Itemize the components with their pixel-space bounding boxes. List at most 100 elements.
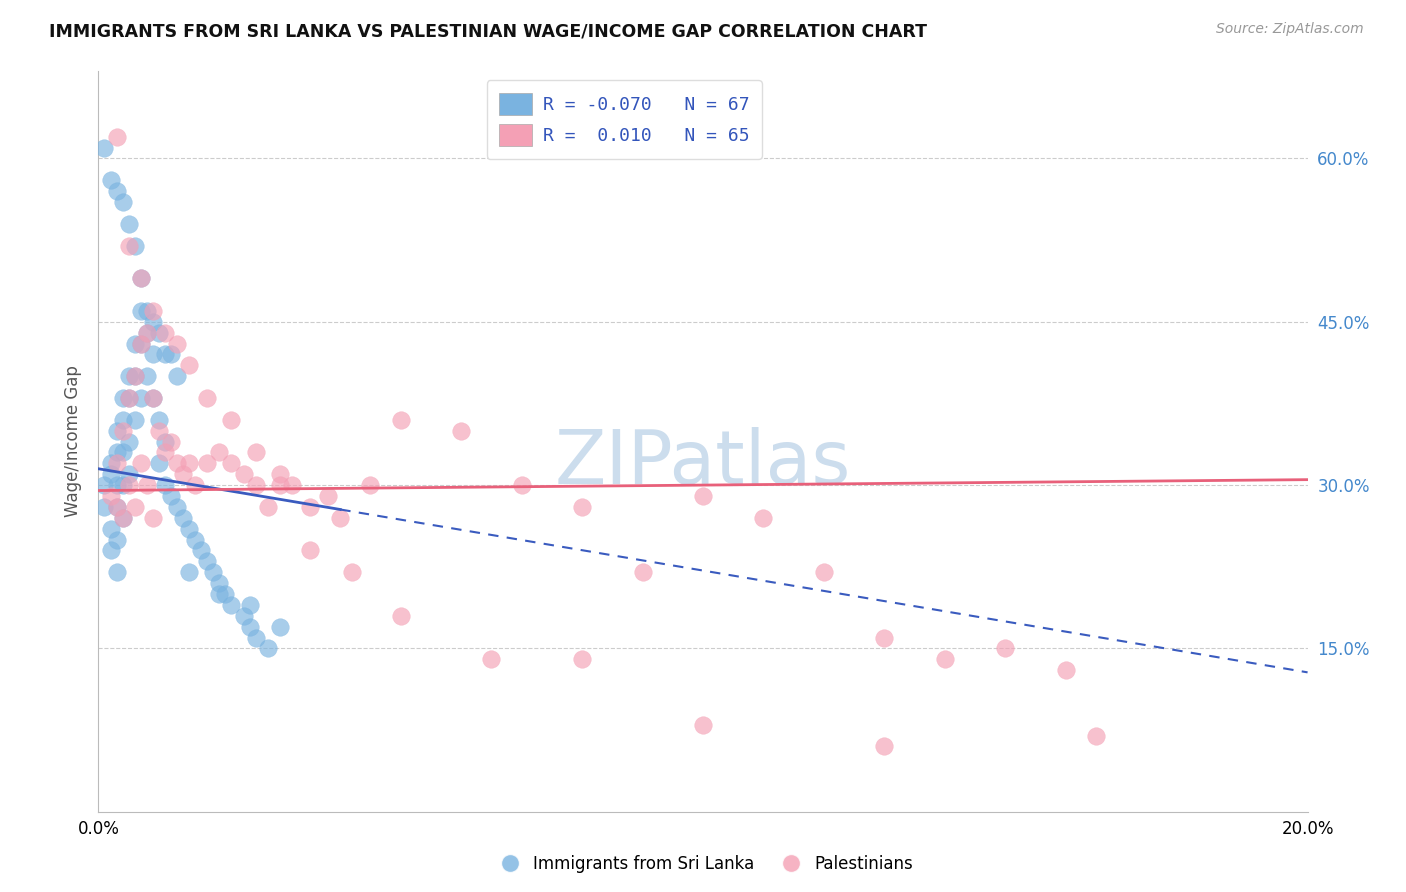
Point [135, 478, 157, 492]
Point [129, 271, 152, 285]
Point [153, 434, 176, 449]
Point [142, 391, 165, 405]
Point [221, 456, 243, 470]
Point [269, 478, 291, 492]
Point [195, 456, 218, 470]
Point [299, 500, 322, 514]
Point [631, 565, 654, 579]
Point [118, 391, 141, 405]
Point [160, 347, 183, 361]
Point [124, 336, 146, 351]
Point [166, 456, 188, 470]
Point [166, 500, 188, 514]
Point [481, 652, 503, 666]
Point [934, 652, 956, 666]
Point [221, 413, 243, 427]
Point [124, 500, 146, 514]
Point [239, 619, 262, 633]
Point [93, 500, 115, 514]
Point [124, 413, 146, 427]
Point [100, 456, 122, 470]
Point [148, 413, 170, 427]
Point [100, 467, 122, 482]
Point [105, 445, 128, 459]
Point [232, 608, 254, 623]
Point [100, 489, 122, 503]
Point [1085, 729, 1108, 743]
Point [202, 565, 225, 579]
Point [571, 500, 593, 514]
Point [93, 478, 115, 492]
Point [184, 533, 207, 547]
Point [135, 326, 157, 340]
Point [135, 369, 157, 384]
Point [813, 565, 835, 579]
Point [172, 467, 194, 482]
Point [118, 369, 141, 384]
Point [124, 238, 146, 252]
Point [184, 478, 207, 492]
Point [221, 598, 243, 612]
Point [269, 619, 291, 633]
Point [179, 456, 201, 470]
Point [148, 456, 170, 470]
Point [118, 467, 141, 482]
Point [105, 129, 128, 144]
Point [105, 533, 128, 547]
Point [190, 543, 212, 558]
Point [208, 445, 231, 459]
Point [281, 478, 304, 492]
Point [389, 413, 412, 427]
Point [239, 598, 262, 612]
Point [148, 326, 170, 340]
Point [129, 304, 152, 318]
Point [111, 478, 134, 492]
Point [166, 336, 188, 351]
Point [160, 489, 183, 503]
Point [111, 510, 134, 524]
Point [105, 500, 128, 514]
Point [256, 500, 278, 514]
Point [571, 652, 593, 666]
Point [269, 467, 291, 482]
Point [111, 413, 134, 427]
Point [208, 587, 231, 601]
Point [450, 424, 472, 438]
Point [135, 304, 157, 318]
Point [111, 194, 134, 209]
Point [245, 478, 267, 492]
Point [105, 500, 128, 514]
Point [118, 391, 141, 405]
Point [208, 576, 231, 591]
Point [111, 445, 134, 459]
Point [124, 369, 146, 384]
Point [142, 391, 165, 405]
Point [360, 478, 382, 492]
Point [111, 391, 134, 405]
Point [111, 424, 134, 438]
Point [93, 140, 115, 154]
Point [153, 347, 176, 361]
Point [100, 543, 122, 558]
Point [166, 369, 188, 384]
Point [142, 347, 165, 361]
Point [342, 565, 364, 579]
Point [873, 739, 896, 754]
Point [105, 478, 128, 492]
Point [135, 326, 157, 340]
Point [129, 456, 152, 470]
Point [214, 587, 236, 601]
Point [245, 445, 267, 459]
Point [118, 217, 141, 231]
Point [232, 467, 254, 482]
Point [105, 184, 128, 198]
Point [118, 238, 141, 252]
Point [179, 359, 201, 373]
Point [148, 424, 170, 438]
Point [153, 326, 176, 340]
Point [179, 565, 201, 579]
Point [100, 173, 122, 187]
Point [142, 510, 165, 524]
Point [153, 445, 176, 459]
Point [195, 554, 218, 568]
